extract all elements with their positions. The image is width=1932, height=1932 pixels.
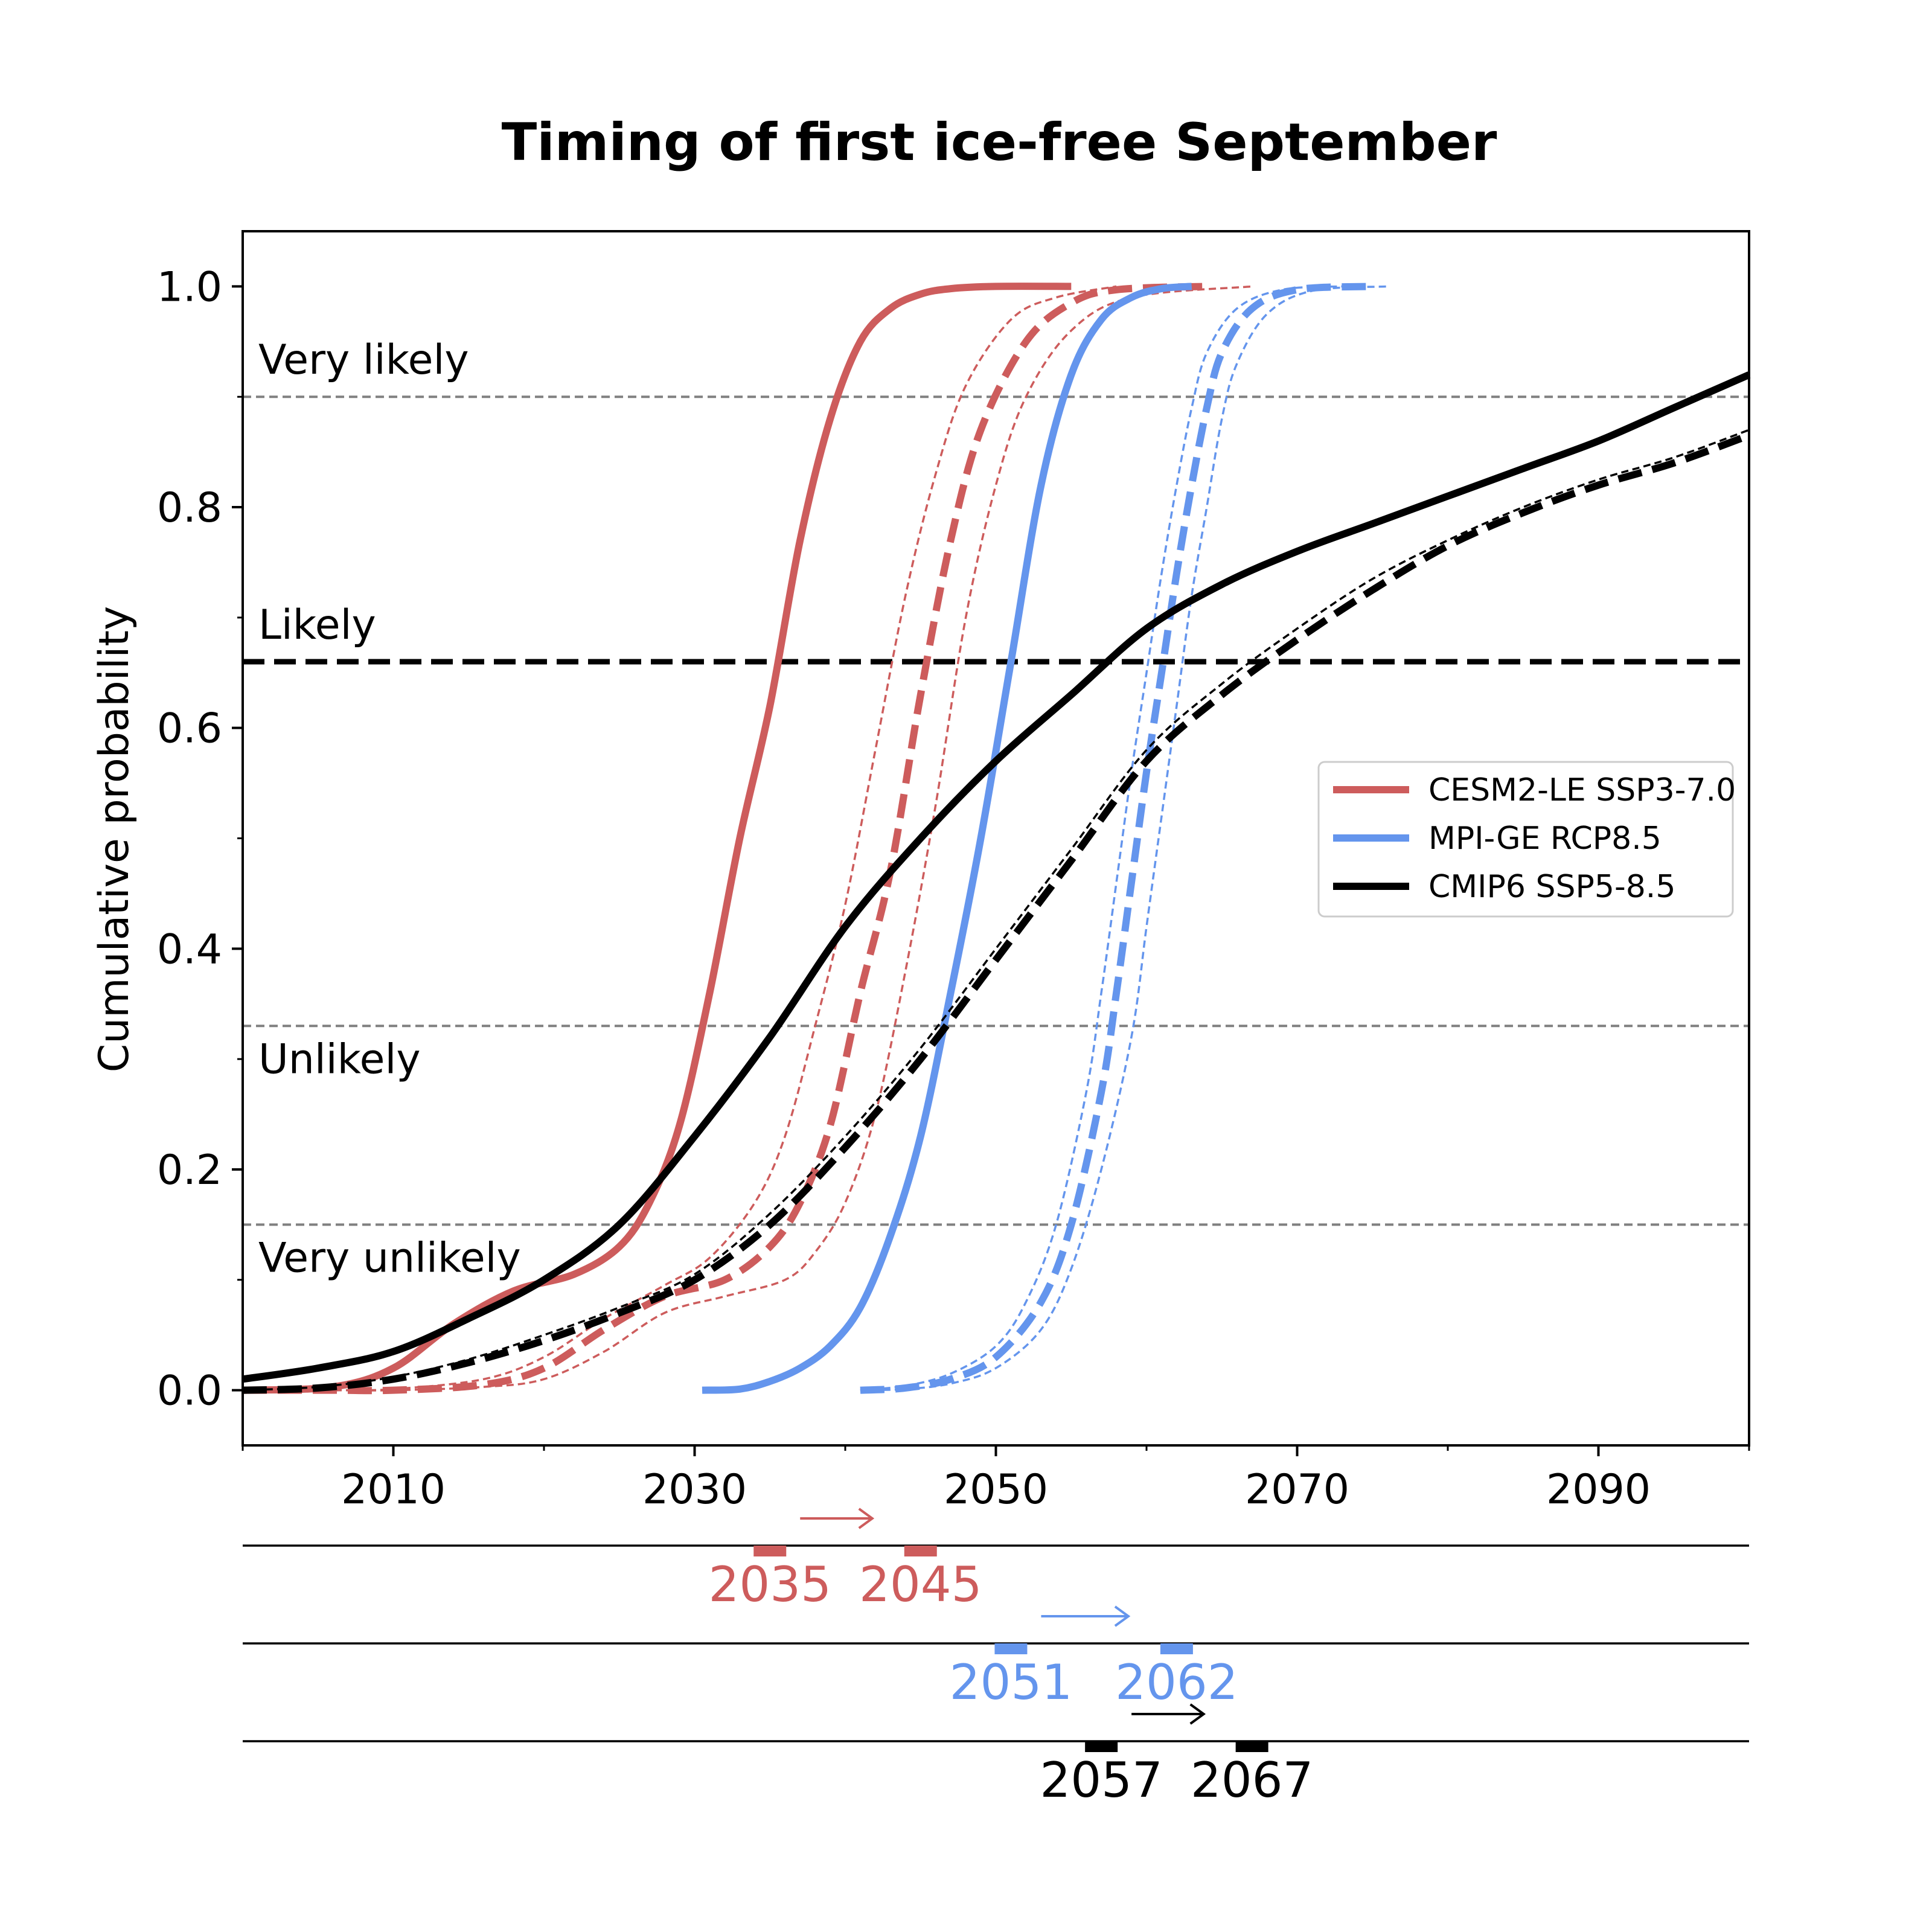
timeline-marker-2035	[753, 1546, 787, 1556]
legend: CESM2-LE SSP3-7.0 MPI-GE RCP8.5 CMIP6 SSP5…	[1317, 761, 1736, 918]
timeline-marker-2045	[904, 1546, 937, 1556]
x-tick-label: 2070	[1245, 1466, 1349, 1514]
timeline-marker-2051	[994, 1643, 1028, 1654]
timeline-label-2035: 2035	[708, 1556, 831, 1613]
legend-label-cesm2-le-ssp3-7-0: CESM2-LE SSP3-7.0	[1428, 772, 1736, 808]
timeline-marker-2062	[1160, 1643, 1193, 1654]
timeline-label-2057: 2057	[1040, 1752, 1163, 1808]
legend-label-mpi-ge-rcp8-5: MPI-GE RCP8.5	[1428, 820, 1662, 857]
timeline-panels: 2035 2045 2051 2062 2057 2067	[243, 1508, 1749, 1808]
x-tick-label: 2030	[642, 1466, 747, 1514]
series-line-3	[242, 285, 1252, 1392]
timeline-label-2062: 2062	[1115, 1654, 1238, 1710]
series-line-8	[242, 371, 1751, 1383]
timeline-marker-2057	[1085, 1741, 1118, 1752]
timeline-arrow-head-2	[1189, 1703, 1206, 1725]
y-tick-label: 1.0	[157, 263, 222, 311]
threshold-lines: Very likely Likely Unlikely Very unlikely	[243, 336, 1749, 1282]
y-tick-label: 0.4	[157, 926, 222, 973]
threshold-label-very-unlikely: Very unlikely	[258, 1234, 521, 1282]
threshold-label-likely: Likely	[258, 601, 376, 649]
y-tick-label: 0.6	[157, 705, 222, 753]
x-axis: 2010 2030 2050 2070 2090	[242, 1445, 1750, 1514]
x-tick-label: 2050	[944, 1466, 1048, 1514]
y-axis-label: Cumulative probability	[91, 606, 138, 1073]
legend-box	[1317, 761, 1734, 918]
timeline-marker-2067	[1235, 1741, 1268, 1752]
x-tick-label: 2010	[341, 1466, 446, 1514]
y-tick-label: 0.2	[157, 1147, 222, 1194]
y-axis: 0.0 0.2 0.4 0.6 0.8 1.0	[157, 263, 243, 1415]
timeline-label-2067: 2067	[1191, 1752, 1314, 1808]
x-tick-label: 2090	[1546, 1466, 1651, 1514]
threshold-label-very-likely: Very likely	[258, 336, 469, 384]
series-line-7	[860, 285, 1388, 1392]
timeline-label-2051: 2051	[950, 1654, 1073, 1710]
chart-title: Timing of first ice-free September	[502, 112, 1497, 173]
timeline-label-2045: 2045	[859, 1556, 982, 1613]
legend-label-cmip6-ssp5-8-5: CMIP6 SSP5-8.5	[1428, 869, 1675, 905]
series-lines	[242, 283, 1751, 1395]
timeline-arrow-head-1	[1114, 1605, 1131, 1627]
y-tick-label: 0.8	[157, 484, 222, 532]
series-line-1	[242, 283, 1208, 1395]
series-line-2	[242, 285, 1117, 1392]
y-tick-label: 0.0	[157, 1367, 222, 1415]
series-line-10	[242, 429, 1750, 1392]
series-line-9	[242, 432, 1751, 1394]
timeline-arrow-head-0	[858, 1508, 875, 1529]
series-line-4	[702, 283, 1192, 1394]
series-line-6	[860, 285, 1343, 1392]
threshold-label-unlikely: Unlikely	[258, 1035, 421, 1083]
